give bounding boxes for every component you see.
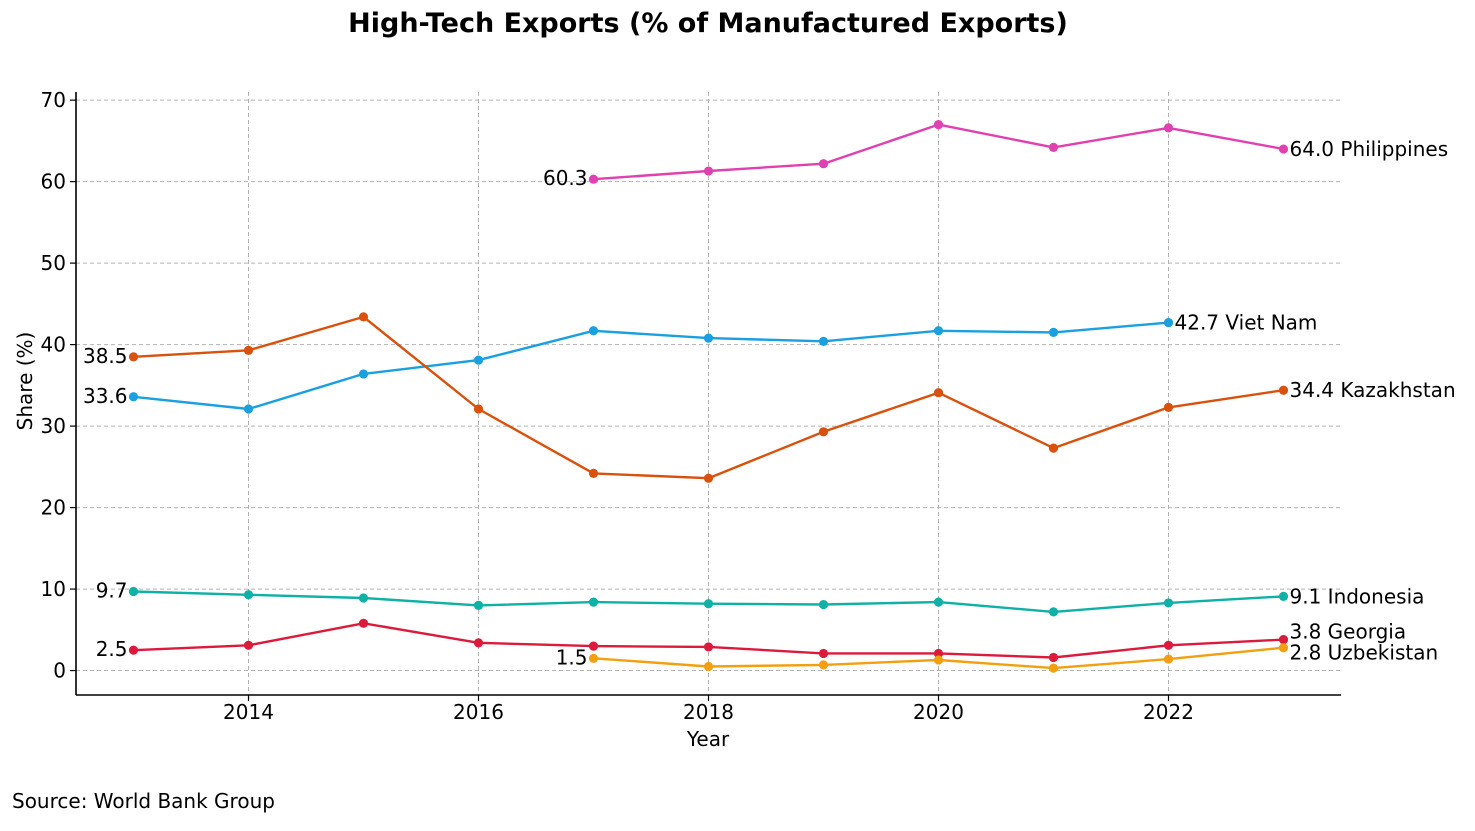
- data-point: [818, 336, 829, 346]
- data-point: [818, 648, 829, 659]
- data-point: [588, 653, 599, 663]
- series-line: [133, 321, 1169, 411]
- y-tick-label: 20: [41, 496, 66, 520]
- data-series: [128, 119, 1289, 673]
- data-point: [818, 660, 829, 670]
- data-point: [933, 326, 944, 336]
- series-start-label: 60.3: [543, 166, 588, 190]
- data-point: [243, 404, 254, 414]
- data-point: [588, 597, 599, 607]
- series-end-label: 9.1 Indonesia: [1290, 584, 1425, 608]
- series-viet-nam: [128, 318, 1174, 414]
- data-point: [1163, 318, 1174, 328]
- data-point: [358, 369, 369, 379]
- data-point: [818, 599, 829, 610]
- data-point: [243, 640, 254, 650]
- data-point: [588, 174, 599, 184]
- data-point: [588, 641, 599, 651]
- data-point: [128, 645, 139, 655]
- data-point: [818, 427, 829, 437]
- data-point: [473, 355, 484, 365]
- data-point: [933, 648, 944, 659]
- series-end-label: 2.8 Uzbekistan: [1290, 641, 1439, 665]
- data-point: [1048, 607, 1059, 617]
- series-georgia: [128, 618, 1289, 663]
- data-point: [703, 661, 714, 672]
- series-end-label: 3.8 Georgia: [1290, 620, 1407, 644]
- series-end-label: 64.0 Philippines: [1290, 137, 1449, 161]
- data-point: [1048, 142, 1059, 153]
- data-point: [1048, 663, 1059, 673]
- series-end-label: 34.4 Kazakhstan: [1290, 378, 1456, 402]
- x-tick-label: 2016: [453, 700, 504, 724]
- y-tick-label: 50: [41, 251, 66, 275]
- data-point: [1163, 123, 1174, 133]
- data-point: [703, 333, 714, 343]
- series-kazakhstan: [128, 312, 1289, 483]
- x-tick-label: 2022: [1143, 700, 1194, 724]
- data-point: [703, 642, 714, 652]
- data-point: [933, 597, 944, 607]
- chart-title: High-Tech Exports (% of Manufactured Exp…: [348, 8, 1068, 39]
- data-point: [1163, 402, 1174, 412]
- data-point: [1048, 652, 1059, 663]
- y-tick-label: 70: [41, 88, 66, 112]
- data-point: [358, 593, 369, 603]
- data-point: [1048, 327, 1059, 337]
- y-axis-label: Share (%): [13, 332, 37, 431]
- data-point: [1163, 654, 1174, 664]
- grid-lines: [76, 92, 1341, 695]
- series-start-label: 2.5: [96, 637, 128, 661]
- data-point: [1278, 144, 1289, 154]
- data-point: [933, 119, 944, 130]
- data-point: [703, 473, 714, 483]
- series-start-label: 1.5: [556, 645, 588, 669]
- x-axis-label: Year: [686, 727, 730, 751]
- y-tick-label: 0: [53, 659, 66, 683]
- series-end-label: 42.7 Viet Nam: [1175, 311, 1318, 335]
- y-tick-label: 30: [41, 414, 66, 438]
- data-point: [128, 392, 139, 402]
- data-point: [933, 655, 944, 665]
- data-point: [243, 345, 254, 355]
- x-tick-label: 2018: [683, 700, 734, 724]
- y-tick-label: 40: [41, 333, 66, 357]
- data-point: [1163, 598, 1174, 608]
- series-philippines: [588, 119, 1289, 184]
- data-point: [1278, 634, 1289, 645]
- data-point: [128, 586, 139, 597]
- data-point: [588, 326, 599, 336]
- data-point: [703, 166, 714, 176]
- data-point: [1278, 643, 1289, 653]
- data-point: [933, 388, 944, 398]
- series-indonesia: [128, 586, 1289, 617]
- series-uzbekistan: [588, 643, 1289, 673]
- series-labels: 60.3 64.0 Philippines 33.6 42.7 Viet Nam 38.…: [83, 137, 1456, 669]
- data-point: [473, 600, 484, 610]
- data-point: [1048, 443, 1059, 453]
- series-start-label: 9.7: [96, 579, 128, 603]
- data-point: [243, 590, 254, 600]
- data-point: [1278, 591, 1289, 602]
- data-point: [128, 352, 139, 362]
- data-point: [358, 618, 369, 628]
- y-tick-label: 10: [41, 577, 66, 601]
- axes: 0 10 20 30 40 50 60 70 2014 2016 2018 2020 2022: [41, 88, 1341, 724]
- data-point: [588, 468, 599, 478]
- y-tick-label: 60: [41, 170, 66, 194]
- data-point: [1163, 640, 1174, 650]
- data-point: [703, 599, 714, 609]
- source-note: Source: World Bank Group: [12, 789, 275, 813]
- data-point: [358, 312, 369, 322]
- x-tick-label: 2014: [223, 700, 274, 724]
- series-start-label: 33.6: [83, 384, 128, 408]
- data-point: [473, 638, 484, 648]
- data-point: [473, 404, 484, 414]
- series-start-label: 38.5: [83, 344, 128, 368]
- data-point: [1278, 385, 1289, 395]
- data-point: [818, 159, 829, 169]
- x-tick-label: 2020: [913, 700, 964, 724]
